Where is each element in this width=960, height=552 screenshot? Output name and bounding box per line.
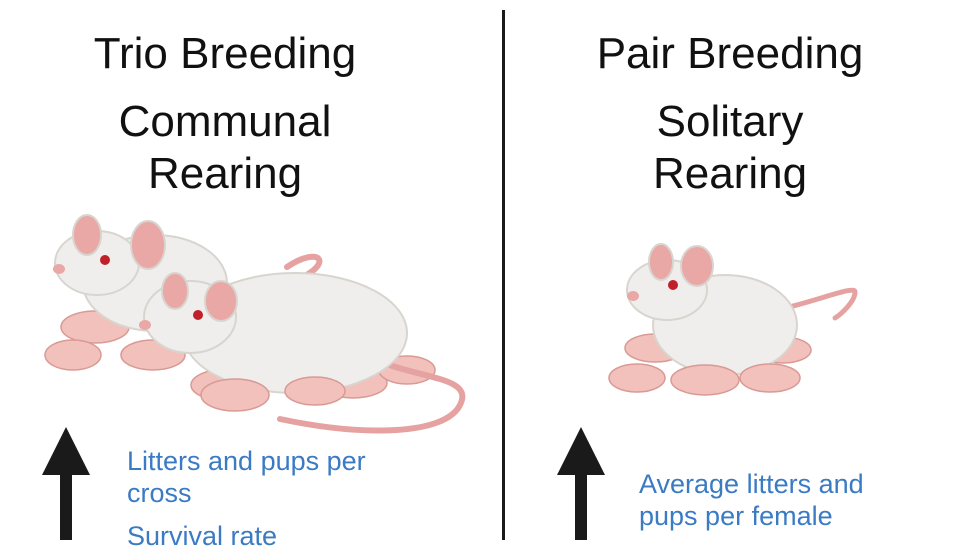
communal-rearing-subtitle: Communal Rearing	[118, 97, 332, 198]
survival-rate-outcome: Survival rate	[127, 521, 278, 551]
pair-mouse-illustration	[608, 243, 858, 396]
trio-mice-illustration	[44, 214, 466, 434]
adult-mouse-illustration	[139, 272, 466, 434]
pup-illustration	[200, 376, 346, 412]
average-litters-outcome: Average litters and pups per female	[639, 469, 864, 531]
adult-mouse-illustration	[626, 243, 858, 376]
solitary-rearing-subtitle: Solitary Rearing	[652, 97, 808, 198]
pair-breeding-title: Pair Breeding	[596, 29, 864, 78]
up-arrow-icon	[42, 427, 90, 540]
pup-illustration	[608, 363, 801, 396]
litters-pups-outcome: Litters and pups per cross	[127, 446, 366, 508]
trio-breeding-title: Trio Breeding	[93, 29, 357, 78]
panel-divider	[502, 10, 505, 540]
pair-breeding-panel: Pair Breeding Solitary Rearing Average l…	[480, 0, 960, 540]
trio-breeding-panel: Trio Breeding Communal Rearing	[0, 0, 480, 551]
up-arrow-icon	[557, 427, 605, 540]
